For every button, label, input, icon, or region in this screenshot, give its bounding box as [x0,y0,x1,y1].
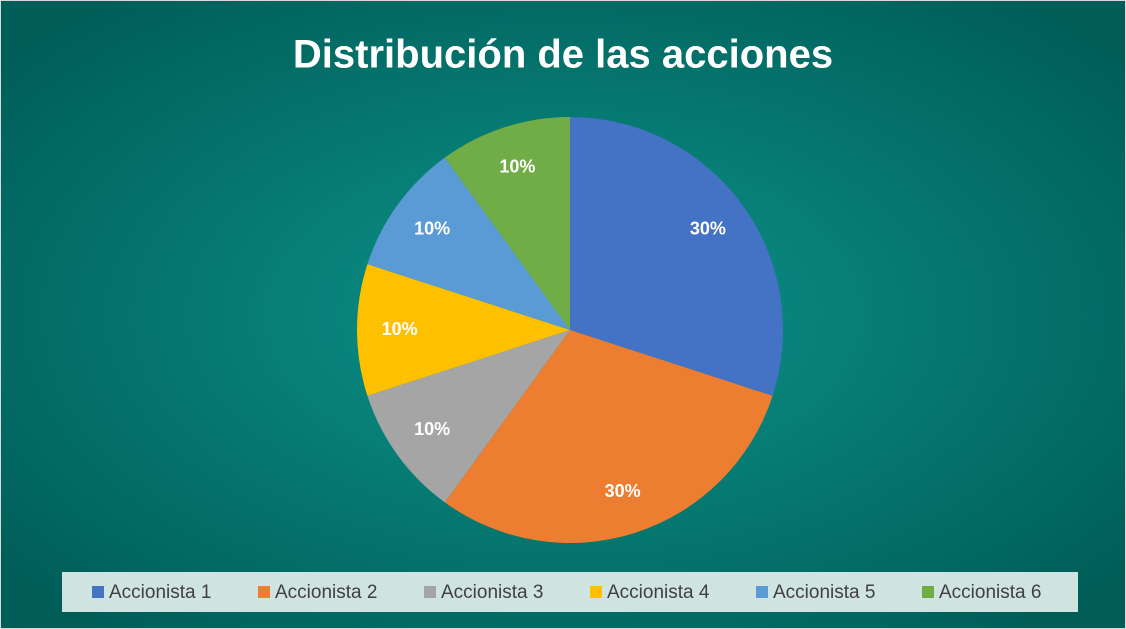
data-label: 30% [605,481,641,501]
legend-swatch [922,586,934,598]
legend-label: Accionista 5 [773,582,875,603]
chart-title: Distribución de las acciones [293,33,833,77]
data-label: 10% [414,219,450,239]
pie-slice [444,330,773,543]
pie-slice [367,157,570,330]
legend-swatch [92,586,104,598]
legend-swatch [756,586,768,598]
legend-swatch [424,586,436,598]
data-label: 10% [382,319,418,339]
legend-label: Accionista 4 [607,582,710,603]
legend-label: Accionista 3 [441,582,543,603]
data-label: 30% [690,219,726,239]
data-label: 10% [414,419,450,439]
pie-slice [357,264,570,396]
legend-label: Accionista 2 [275,582,377,603]
legend-box [62,572,1078,612]
legend-swatch [258,586,270,598]
legend-label: Accionista 6 [939,582,1041,603]
legend-swatch [590,586,602,598]
pie-slice [444,117,570,330]
pie-slice [367,330,570,503]
pie-slice [570,117,783,396]
data-label: 10% [499,157,535,177]
legend-label: Accionista 1 [109,582,211,603]
